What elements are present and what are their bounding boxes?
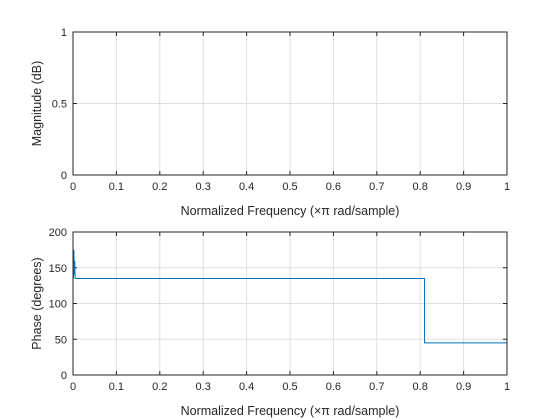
phase-plot: 0 0.1 0.2 0.3 0.4 0.5 0.6 0.7 0.8 0.9 1 0 50 100 150 20… <box>30 227 510 418</box>
magnitude-axes-box <box>72 31 508 176</box>
phase-x-tick-label: 0.3 <box>196 381 211 393</box>
phase-x-tick-label: 0.6 <box>326 381 341 393</box>
phase-x-tick-label: 0.1 <box>109 381 124 393</box>
magnitude-x-axis-label: Normalized Frequency (×π rad/sample) <box>181 204 400 218</box>
phase-x-tick-label: 0 <box>70 381 76 393</box>
magnitude-y-axis-label: Magnitude (dB) <box>30 61 44 146</box>
phase-axes-box <box>72 231 508 376</box>
phase-y-tick-label: 200 <box>49 227 67 239</box>
phase-y-tick-label: 150 <box>49 263 67 275</box>
phase-x-tick-label: 0.9 <box>456 381 471 393</box>
phase-x-tick-label: 0.4 <box>239 381 254 393</box>
magnitude-x-tick-label: 0.5 <box>282 181 297 193</box>
phase-y-tick-label: 100 <box>49 299 67 311</box>
magnitude-x-tick-label: 1 <box>504 181 510 193</box>
phase-y-axis-label: Phase (degrees) <box>30 257 44 349</box>
phase-x-tick-label: 0.2 <box>152 381 167 393</box>
phase-y-tick-label: 0 <box>61 370 67 382</box>
magnitude-x-tick-label: 0.6 <box>326 181 341 193</box>
magnitude-x-tick-label: 0.9 <box>456 181 471 193</box>
phase-x-tick-label: 0.5 <box>282 381 297 393</box>
magnitude-x-tick-label: 0.3 <box>196 181 211 193</box>
phase-y-tick-label: 50 <box>55 334 67 346</box>
phase-series-line-0 <box>72 246 507 344</box>
phase-x-axis-label: Normalized Frequency (×π rad/sample) <box>181 404 400 418</box>
magnitude-y-tick-label: 1 <box>61 27 67 39</box>
magnitude-y-tick-label: 0.5 <box>52 99 67 111</box>
magnitude-x-tick-label: 0.4 <box>239 181 254 193</box>
magnitude-x-tick-label: 0.2 <box>152 181 167 193</box>
magnitude-x-tick-label: 0.8 <box>413 181 428 193</box>
magnitude-x-tick-label: 0.1 <box>109 181 124 193</box>
magnitude-x-tick-label: 0.7 <box>369 181 384 193</box>
magnitude-x-tick-label: 0 <box>70 181 76 193</box>
magnitude-plot: 0 0.1 0.2 0.3 0.4 0.5 0.6 0.7 0.8 0.9 1 0 0.5 1 Normal… <box>30 27 510 218</box>
magnitude-y-tick-label: 0 <box>61 170 67 182</box>
phase-x-tick-label: 1 <box>504 381 510 393</box>
phase-x-tick-label: 0.7 <box>369 381 384 393</box>
phase-x-tick-label: 0.8 <box>413 381 428 393</box>
